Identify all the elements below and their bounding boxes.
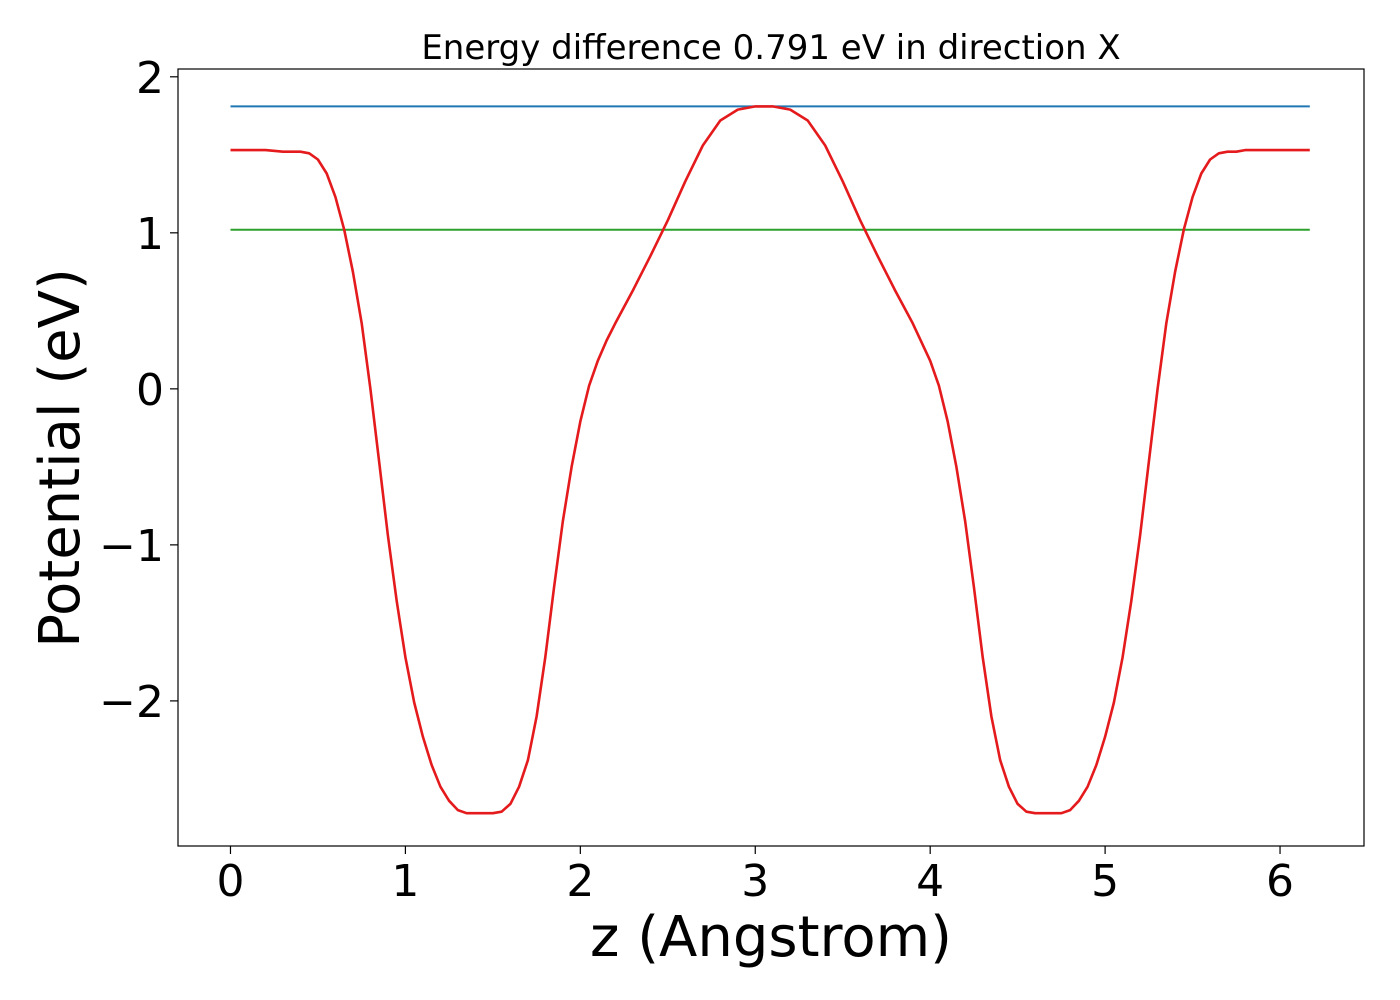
x-axis-ticks: 0 1 2 3 4 5 6 bbox=[216, 846, 1294, 907]
y-axis-ticks: −2 −1 0 1 2 bbox=[99, 53, 178, 728]
y-axis-label: Potential (eV) bbox=[28, 268, 93, 648]
x-tick-label: 0 bbox=[216, 856, 244, 907]
series-lines bbox=[230, 105, 1310, 815]
y-tick-label: 0 bbox=[136, 365, 164, 416]
chart-title: Energy difference 0.791 eV in direction … bbox=[421, 28, 1120, 68]
y-tick-label: −1 bbox=[99, 521, 164, 572]
y-tick-label: −2 bbox=[99, 677, 164, 728]
series-line-3 bbox=[230, 105, 1310, 815]
x-tick-label: 2 bbox=[566, 856, 594, 907]
plot-area-frame bbox=[177, 68, 1365, 847]
y-tick-label: 1 bbox=[136, 209, 164, 260]
x-tick-label: 4 bbox=[916, 856, 944, 907]
x-tick-label: 1 bbox=[391, 856, 419, 907]
x-tick-label: 3 bbox=[741, 856, 769, 907]
x-axis-label: z (Angstrom) bbox=[590, 905, 952, 970]
x-tick-label: 5 bbox=[1091, 856, 1119, 907]
y-tick-label: 2 bbox=[136, 53, 164, 104]
x-tick-label: 6 bbox=[1266, 856, 1294, 907]
